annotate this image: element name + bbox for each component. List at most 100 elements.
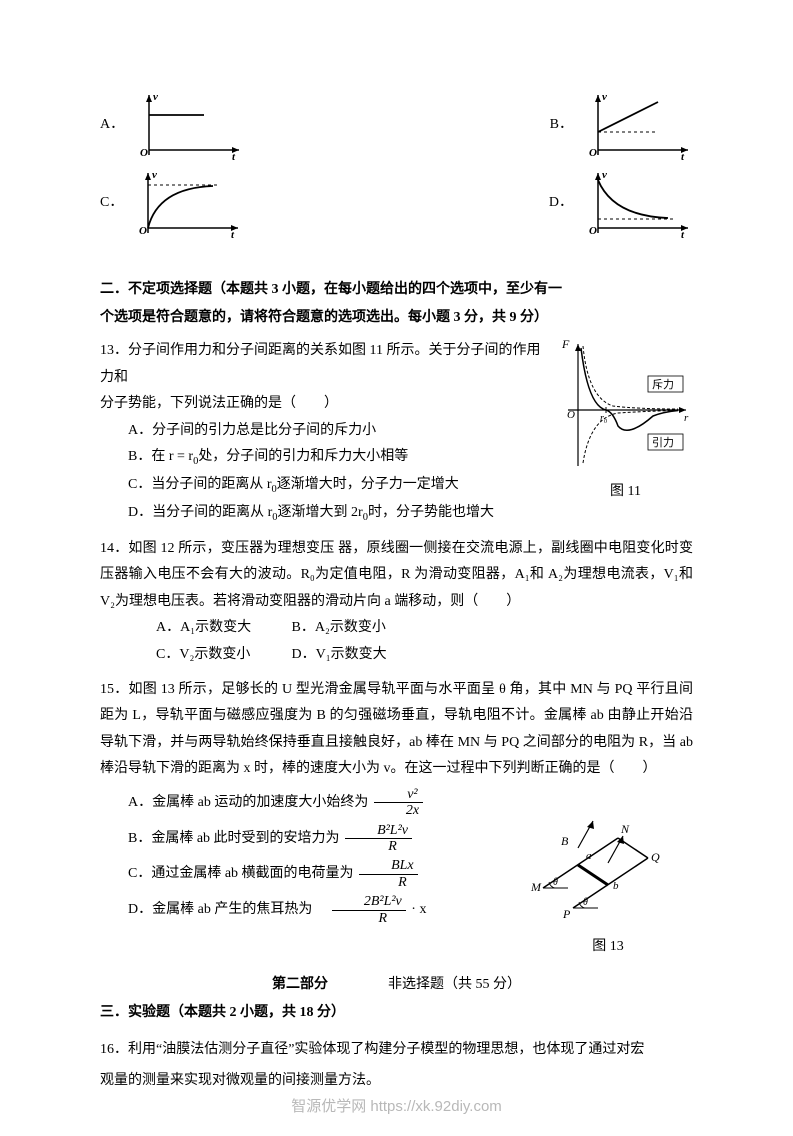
svg-text:O: O xyxy=(139,225,147,237)
svg-text:θ: θ xyxy=(583,897,588,908)
q13-d-post: 时，分子势能也增大 xyxy=(368,505,494,520)
q14-stem: 14．如图 12 所示，变压器为理想变压 器，原线圈一侧接在交流电源上，副线圈中… xyxy=(100,536,693,616)
svg-text:b: b xyxy=(613,880,619,892)
svg-text:O: O xyxy=(140,147,148,159)
q15-c-pre: C．通过金属棒 ab 横截面的电荷量为 xyxy=(128,867,354,882)
graph-label-a: A． xyxy=(100,112,124,139)
q13-fig-repulsion-label: 斥力 xyxy=(652,378,674,391)
q15-opt-a: A．金属棒 ab 运动的加速度大小始终为 v²2x xyxy=(100,787,511,819)
graph-label-b: B． xyxy=(550,112,573,139)
q13-d-mid: 逐渐增大到 2r xyxy=(278,505,363,520)
q15-b-den: R xyxy=(345,839,412,854)
section2-heading: 二．不定项选择题（本题共 3 小题，在每小题给出的四个选项中，至少有一 个选项是… xyxy=(100,276,693,332)
svg-text:P: P xyxy=(562,907,571,921)
q13-stem-l2: 分子势能，下列说法正确的是（ ） xyxy=(100,391,548,418)
footer: 智源优学网 https://xk.92diy.com xyxy=(0,1093,793,1122)
q13-figure-svg: F O r₀ r 斥力 引力 xyxy=(558,338,693,468)
section2-heading-l2: 个选项是符合题意的，请将符合题意的选项选出。每小题 3 分，共 9 分） xyxy=(100,310,548,325)
q14-opts-row2: C．V₂示数变小 D．V₁示数变大 xyxy=(100,642,693,669)
svg-text:O: O xyxy=(589,147,597,159)
q15-b-num: B²L²v xyxy=(345,823,412,839)
q15-figure-svg: B a b M N P Q θ θ xyxy=(523,803,693,923)
q13-b-pre: B．在 r = r xyxy=(128,449,193,464)
svg-text:O: O xyxy=(567,409,575,421)
q13-d-pre: D．当分子间的距离从 r xyxy=(128,505,272,520)
graph-c-svg: O t v xyxy=(133,168,243,238)
graph-row-1: A． O t v B． O t xyxy=(100,90,693,160)
q13-fig-attraction-label: 引力 xyxy=(652,435,674,449)
q16-l1: 16．利用“油膜法估测分子直径”实验体现了构建分子模型的物理思想，也体现了通过对… xyxy=(100,1042,644,1057)
q13-figure: F O r₀ r 斥力 引力 图 11 xyxy=(558,338,693,505)
q15-opt-b: B．金属棒 ab 此时受到的安培力为 B²L²vR xyxy=(100,823,511,855)
graph-cell-c: C． O t v xyxy=(100,168,243,238)
q13: 13．分子间作用力和分子间距离的关系如图 11 所示。关于分子间的作用力和 分子… xyxy=(100,338,693,528)
graph-b-svg: O t v xyxy=(583,90,693,160)
q13-stem-l1: 13．分子间作用力和分子间距离的关系如图 11 所示。关于分子间的作用力和 xyxy=(100,338,548,391)
svg-text:O: O xyxy=(589,225,597,237)
svg-text:B: B xyxy=(561,834,569,848)
graph-d-svg: O t v xyxy=(583,168,693,238)
part2-title-left: 第二部分 xyxy=(272,972,328,999)
q15-d-pre: D．金属棒 ab 产生的焦耳热为 xyxy=(128,902,326,917)
q13-opt-d: D．当分子间的距离从 r0逐渐增大到 2r0时，分子势能也增大 xyxy=(100,500,548,528)
q14-opt-b: B．A₂示数变小 xyxy=(292,620,386,635)
svg-text:Q: Q xyxy=(651,850,660,864)
q13-opt-b: B．在 r = r0处，分子间的引力和斥力大小相等 xyxy=(100,444,548,472)
q15-d-post: · x xyxy=(411,902,426,917)
section3-heading: 三．实验题（本题共 2 小题，共 18 分） xyxy=(100,999,693,1027)
graph-cell-d: D． O t v xyxy=(549,168,693,238)
part2-title-right: 非选择题（共 55 分） xyxy=(388,972,521,999)
svg-text:F: F xyxy=(561,338,570,351)
q15-figure: B a b M N P Q θ θ 图 13 xyxy=(523,803,693,960)
svg-text:t: t xyxy=(231,229,235,238)
q16-l2: 观量的测量来实现对微观量的间接测量方法。 xyxy=(100,1073,380,1088)
svg-text:a: a xyxy=(586,850,592,862)
q14-opt-c: C．V₂示数变小 xyxy=(128,642,288,669)
svg-text:v: v xyxy=(602,91,607,103)
svg-text:N: N xyxy=(620,822,630,836)
q13-opt-a: A．分子间的引力总是比分子间的斥力小 xyxy=(100,418,548,445)
q15-a-num: v² xyxy=(374,787,423,803)
q13-c-pre: C．当分子间的距离从 r xyxy=(128,477,272,492)
graph-a-svg: O t v xyxy=(134,90,244,160)
q15-b-pre: B．金属棒 ab 此时受到的安培力为 xyxy=(128,831,340,846)
graph-label-d: D． xyxy=(549,190,573,217)
q13-opt-c: C．当分子间的距离从 r0逐渐增大时，分子力一定增大 xyxy=(100,472,548,500)
q15-fig-caption: 图 13 xyxy=(523,934,693,961)
graph-label-c: C． xyxy=(100,190,123,217)
q13-fig-caption: 图 11 xyxy=(558,479,693,506)
q13-b-post: 处，分子间的引力和斥力大小相等 xyxy=(198,449,408,464)
q15-a-den: 2x xyxy=(374,803,423,818)
svg-text:t: t xyxy=(681,229,685,238)
svg-text:r₀: r₀ xyxy=(600,413,608,424)
svg-text:t: t xyxy=(681,151,685,160)
part2-title: 第二部分 非选择题（共 55 分） xyxy=(100,972,693,999)
svg-text:t: t xyxy=(232,151,236,160)
q14-opts-row1: A．A₁示数变大 B．A₂示数变小 xyxy=(100,615,693,642)
section2-heading-row: 二．不定项选择题（本题共 3 小题，在每小题给出的四个选项中，至少有一 个选项是… xyxy=(100,246,693,332)
graph-cell-b: B． O t v xyxy=(550,90,693,160)
svg-text:M: M xyxy=(530,880,542,894)
svg-text:θ: θ xyxy=(553,877,558,888)
q15-d-num: 2B²L²v xyxy=(332,894,406,910)
q14-opt-d: D．V₁示数变大 xyxy=(292,647,387,662)
svg-text:v: v xyxy=(152,169,157,181)
q15: 15．如图 13 所示，足够长的 U 型光滑金属导轨平面与水平面呈 θ 角，其中… xyxy=(100,677,693,961)
svg-text:r: r xyxy=(684,412,689,424)
graph-row-2: C． O t v D． O t xyxy=(100,168,693,238)
q14-opt-a: A．A₁示数变大 xyxy=(128,615,288,642)
q15-c-den: R xyxy=(359,875,418,890)
q15-c-num: BLx xyxy=(359,858,418,874)
svg-text:v: v xyxy=(153,91,158,103)
q13-c-post: 逐渐增大时，分子力一定增大 xyxy=(277,477,459,492)
q15-d-den: R xyxy=(332,911,406,926)
q16: 16．利用“油膜法估测分子直径”实验体现了构建分子模型的物理思想，也体现了通过对… xyxy=(100,1035,693,1097)
q15-a-pre: A．金属棒 ab 运动的加速度大小始终为 xyxy=(128,795,368,810)
graph-cell-a: A． O t v xyxy=(100,90,244,160)
page: A． O t v B． O t xyxy=(0,0,793,1136)
section2-heading-l1: 二．不定项选择题（本题共 3 小题，在每小题给出的四个选项中，至少有一 xyxy=(100,282,562,297)
svg-text:v: v xyxy=(602,169,607,181)
q15-opt-c: C．通过金属棒 ab 横截面的电荷量为 BLxR xyxy=(100,858,511,890)
q15-opt-d: D．金属棒 ab 产生的焦耳热为 2B²L²vR · x xyxy=(100,894,511,926)
q14: 14．如图 12 所示，变压器为理想变压 器，原线圈一侧接在交流电源上，副线圈中… xyxy=(100,536,693,669)
